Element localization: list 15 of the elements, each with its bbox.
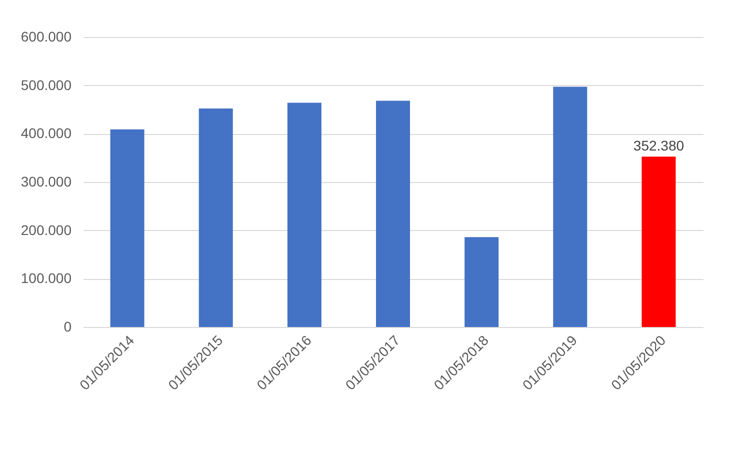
bar [642, 156, 676, 327]
bar [198, 108, 233, 327]
bar [376, 100, 410, 327]
y-tick-label: 200.000 [20, 222, 72, 238]
bar [287, 102, 322, 327]
data-label: 352.380 [633, 138, 684, 154]
y-tick-label: 300.000 [20, 174, 72, 190]
bar [110, 129, 144, 327]
y-tick-label: 0 [64, 318, 72, 334]
y-tick-label: 600.000 [20, 28, 72, 44]
y-tick-label: 500.000 [20, 76, 72, 93]
bar [464, 237, 499, 327]
y-tick-label: 400.000 [20, 125, 72, 142]
y-tick-label: 100.000 [20, 270, 72, 286]
bar [553, 86, 588, 327]
